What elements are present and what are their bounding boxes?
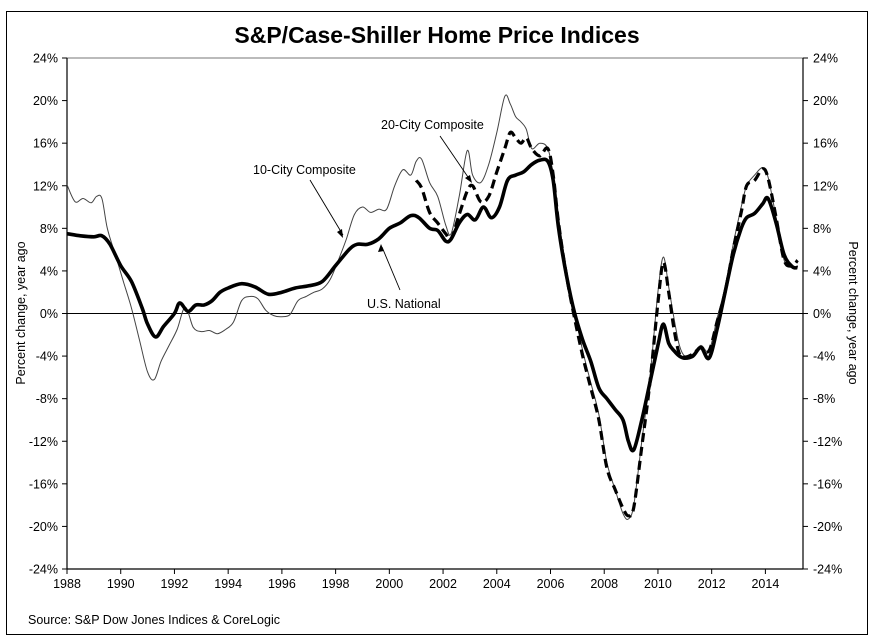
y-tick-label-right: 0% [813, 307, 831, 321]
y-tick-label-right: -4% [813, 350, 835, 364]
series-line-u-s-national [66, 157, 798, 453]
x-tick-label: 2008 [590, 577, 618, 591]
x-tick-label: 1994 [214, 577, 242, 591]
annotations: 10-City Composite 20-City Composite U.S.… [253, 118, 484, 311]
y-tick-label-right: -24% [813, 563, 842, 577]
x-tick-label: 1996 [268, 577, 296, 591]
y-axis-right: 24% 20% 16% 12% 8% 4% 0% -4% -8% -12% -16% -20% -24% [803, 52, 842, 577]
axes-lines [66, 57, 804, 570]
annotation-20-city: 20-City Composite [381, 118, 484, 132]
x-tick-label: 2004 [483, 577, 511, 591]
y-tick-label-right: 12% [813, 179, 838, 193]
annotation-10-city-arrow [309, 179, 344, 236]
y-tick-label-left: 4% [40, 264, 58, 278]
x-tick-label: 2002 [429, 577, 457, 591]
y-tick-label-left: 16% [33, 137, 58, 151]
y-tick-label-right: 4% [813, 264, 831, 278]
series-line-10-city-composite [66, 94, 798, 520]
y-tick-label-left: -8% [36, 392, 58, 406]
annotation-us-national: U.S. National [367, 297, 441, 311]
x-tick-label: 1988 [53, 577, 81, 591]
y-tick-label-left: 0% [40, 307, 58, 321]
y-tick-label-right: -16% [813, 477, 842, 491]
x-tick-label: 1992 [161, 577, 189, 591]
x-tick-label: 1990 [107, 577, 135, 591]
y-tick-label-left: -24% [29, 563, 58, 577]
annotation-us-national-arrow [381, 246, 401, 291]
y-axis-left: 24% 20% 16% 12% 8% 4% 0% -4% -8% -12% -16% -20% -24% [29, 52, 67, 577]
chart-frame [6, 11, 868, 635]
series-line-20-city-composite [414, 130, 799, 518]
y-tick-label-left: -16% [29, 477, 58, 491]
y-tick-label-left: 12% [33, 179, 58, 193]
annotation-us-national-arrowhead [378, 244, 384, 252]
y-axis-label-right: Percent change, year ago [846, 241, 860, 384]
series-layer [66, 94, 799, 520]
y-tick-label-right: 24% [813, 52, 838, 66]
chart-title: S&P/Case-Shiller Home Price Indices [234, 22, 639, 48]
y-tick-label-left: -4% [36, 350, 58, 364]
y-axis-label-left: Percent change, year ago [14, 241, 28, 384]
annotation-10-city: 10-City Composite [253, 163, 356, 177]
y-tick-label-right: 16% [813, 137, 838, 151]
source-note: Source: S&P Dow Jones Indices & CoreLogi… [28, 613, 280, 627]
y-tick-label-left: 20% [33, 94, 58, 108]
annotation-10-city-arrowhead [337, 229, 343, 238]
y-tick-label-right: 8% [813, 222, 831, 236]
annotation-20-city-arrowhead [465, 175, 472, 183]
y-tick-label-right: 20% [813, 94, 838, 108]
y-tick-label-left: 24% [33, 52, 58, 66]
x-tick-label: 2012 [698, 577, 726, 591]
y-tick-label-left: -20% [29, 520, 58, 534]
y-tick-label-right: -20% [813, 520, 842, 534]
x-tick-label: 2000 [375, 577, 403, 591]
y-tick-label-left: -12% [29, 435, 58, 449]
y-tick-label-right: -12% [813, 435, 842, 449]
annotation-20-city-arrow [439, 135, 471, 181]
x-tick-label: 2014 [751, 577, 779, 591]
x-axis: 1988 1990 1992 1994 1996 1998 2000 2002 2004 2006… [53, 569, 779, 591]
x-tick-label: 2010 [644, 577, 672, 591]
y-tick-label-left: 8% [40, 222, 58, 236]
y-tick-label-right: -8% [813, 392, 835, 406]
x-tick-label: 2006 [537, 577, 565, 591]
x-tick-label: 1998 [322, 577, 350, 591]
